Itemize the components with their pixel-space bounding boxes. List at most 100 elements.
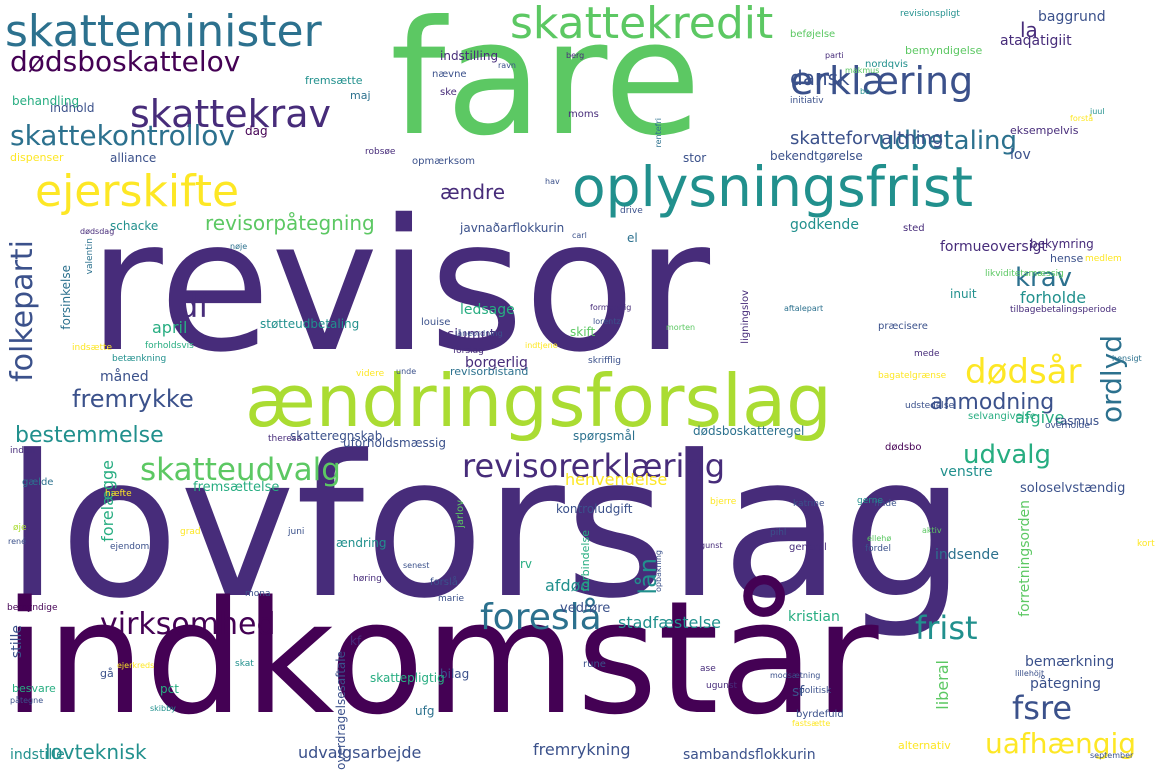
cloud-word: bjerre [710,497,737,507]
cloud-word: alliance [110,151,157,165]
cloud-word: kort [1137,539,1155,549]
cloud-word: støtteudbetaling [260,317,360,331]
cloud-word: kf [350,634,362,648]
cloud-word: oplysningsfrist [572,155,974,219]
cloud-word: tilbagebetalingsperiode [1010,305,1117,315]
cloud-word: låneordning [455,329,503,338]
cloud-word: unde [396,367,417,376]
cloud-word: indtjene [525,341,558,350]
cloud-word: september [1090,751,1134,760]
cloud-word: indsende [935,547,999,563]
cloud-word: bekymring [1030,237,1094,251]
cloud-word: skattepligtig [370,671,445,685]
cloud-word: ejendom [110,542,150,552]
cloud-word: el [627,231,638,245]
cloud-word: fremsættelse [193,480,280,495]
cloud-word: hav [545,177,560,186]
cloud-word: dødsdag [80,227,115,236]
cloud-word: ravn [498,61,516,70]
cloud-word: bemærkning [1025,654,1115,670]
cloud-word: theresa [268,434,303,444]
cloud-word: hæfte [105,489,132,499]
cloud-word: forslå [430,577,458,588]
cloud-word: spørgsmål [573,429,636,443]
cloud-word: overholde [1045,421,1090,431]
cloud-word: moms [568,109,599,120]
cloud-word: godkende [790,217,859,233]
cloud-word: aftalepart [784,304,824,313]
cloud-word: indstille [10,747,65,763]
cloud-word: folkeparti [5,240,40,382]
cloud-word: katrine [793,499,825,509]
cloud-word: initiativ [790,96,824,106]
cloud-word: grad [180,527,201,537]
cloud-word: modsætning [770,671,821,680]
cloud-word: parti [825,51,844,60]
cloud-word: besvare [12,682,56,695]
cloud-word: skattekontrollov [10,119,236,152]
cloud-word: forelægge [98,460,117,542]
cloud-word: nordqvis [865,59,908,70]
cloud-word: mede [914,349,940,359]
cloud-word: måned [100,369,149,385]
cloud-word: stadfæstelse [618,613,721,632]
cloud-word: formueoversigt [940,239,1047,255]
cloud-word: betænkning [112,354,167,364]
cloud-word: hensigt [1112,354,1142,363]
cloud-word: uafhængig [985,727,1137,760]
cloud-word: borgerlig [465,355,528,371]
cloud-word: skrifflig [588,356,622,366]
cloud-word: ejerskifte [35,166,240,217]
cloud-word: forsinkelse [59,265,73,330]
cloud-word: lorentz [593,317,621,326]
cloud-word: stille [9,625,25,659]
cloud-word: dødsboskatteregel [693,424,805,438]
cloud-word: indhold [50,101,95,115]
cloud-word: udbetaling [878,126,1018,156]
cloud-word: revisionspligt [900,9,960,19]
cloud-word: skatteminister [5,6,322,57]
cloud-word: dødsboskattelov [10,45,241,78]
cloud-word: gunst [700,541,723,550]
cloud-word: fremsætte [305,74,363,87]
cloud-word: df [178,287,210,325]
cloud-word: skift [570,325,596,339]
cloud-word: opmærksom [412,156,475,167]
cloud-word: hense [1050,252,1084,265]
cloud-word: lovteknisk [45,740,147,764]
cloud-word: bemyndigelse [905,44,983,57]
cloud-word: eksempelvis [1010,124,1079,137]
cloud-word: nævne [432,69,467,80]
cloud-word: indstilling [440,49,499,63]
cloud-word: ligningslov [740,290,751,344]
cloud-word: kontroludgift [556,502,633,516]
cloud-word: bekendtgørelse [770,149,863,163]
cloud-word: pct [160,682,179,696]
cloud-word: inden [10,446,36,456]
cloud-word: byrdefuld [796,709,844,720]
cloud-word: opbakning [654,550,663,593]
cloud-word: venstre [940,464,993,480]
cloud-word: inuit [950,287,977,301]
cloud-word: høring [353,574,382,584]
cloud-word: schacke [110,219,159,233]
cloud-word: lov [1010,147,1031,163]
cloud-word: gerne [857,496,884,506]
cloud-word: bestemmelse [15,423,164,448]
cloud-word: juul [1090,107,1105,116]
cloud-word: beføjelse [790,29,836,40]
cloud-word: skatteregnskab [290,429,383,443]
cloud-word: formentlig [590,303,632,312]
cloud-word: skattekredit [510,0,774,49]
cloud-word: ellehø [867,534,892,543]
cloud-word: øje [13,523,27,533]
cloud-word: baggrund [1038,9,1106,25]
cloud-word: dag [245,124,268,138]
cloud-word: ugunst [706,681,738,691]
cloud-word: ændringsforslag [245,359,832,443]
cloud-word: fsre [1012,689,1073,727]
cloud-word: nøje [230,242,248,251]
cloud-word: udvalg [963,440,1052,470]
cloud-word: alternativ [898,739,951,752]
cloud-word: javnaðarflokkurin [460,221,565,235]
